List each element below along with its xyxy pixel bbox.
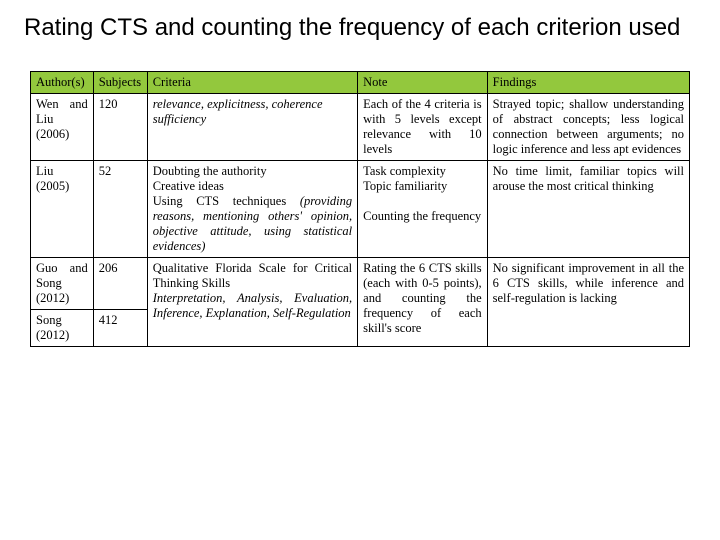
cell-note: Each of the 4 criteria is with 5 levels … — [358, 93, 488, 160]
cell-subjects: 52 — [93, 160, 147, 257]
table-row: Liu (2005) 52 Doubting the authority Cre… — [31, 160, 690, 257]
cell-subjects: 120 — [93, 93, 147, 160]
cell-criteria: relevance, explicitness, coherence suffi… — [147, 93, 357, 160]
note-line: Topic familiarity — [363, 179, 447, 193]
header-subjects: Subjects — [93, 71, 147, 93]
cell-findings: Strayed topic; shallow understanding of … — [487, 93, 689, 160]
criteria-line: Creative ideas — [153, 179, 224, 193]
header-criteria: Criteria — [147, 71, 357, 93]
cell-criteria: Qualitative Florida Scale for Critical T… — [147, 257, 357, 346]
slide-title: Rating CTS and counting the frequency of… — [24, 14, 702, 43]
table-row: Wen and Liu (2006) 120 relevance, explic… — [31, 93, 690, 160]
cell-author: Song (2012) — [31, 309, 94, 346]
cell-note: Rating the 6 CTS skills (each with 0-5 p… — [358, 257, 488, 346]
cell-subjects: 412 — [93, 309, 147, 346]
note-line: Task complexity — [363, 164, 446, 178]
cell-author: Wen and Liu (2006) — [31, 93, 94, 160]
table-row: Guo and Song (2012) 206 Qualitative Flor… — [31, 257, 690, 309]
criteria-plain: Qualitative Florida Scale for Critical T… — [153, 261, 352, 290]
cell-findings: No significant improvement in all the 6 … — [487, 257, 689, 346]
slide: Rating CTS and counting the frequency of… — [0, 0, 720, 540]
criteria-line: Using CTS techniques — [153, 194, 300, 208]
note-line: Counting the frequency — [363, 209, 481, 223]
cell-criteria: Doubting the authority Creative ideas Us… — [147, 160, 357, 257]
header-findings: Findings — [487, 71, 689, 93]
cell-findings: No time limit, familiar topics will arou… — [487, 160, 689, 257]
table-header-row: Author(s) Subjects Criteria Note Finding… — [31, 71, 690, 93]
cell-author: Liu (2005) — [31, 160, 94, 257]
criteria-line: Doubting the authority — [153, 164, 267, 178]
criteria-italic: relevance, explicitness, coherence suffi… — [153, 97, 323, 126]
header-note: Note — [358, 71, 488, 93]
criteria-italic: Interpretation, Analysis, Evaluation, In… — [153, 291, 352, 320]
cell-note: Task complexity Topic familiarity Counti… — [358, 160, 488, 257]
cell-author: Guo and Song (2012) — [31, 257, 94, 309]
header-author: Author(s) — [31, 71, 94, 93]
cell-subjects: 206 — [93, 257, 147, 309]
criteria-table: Author(s) Subjects Criteria Note Finding… — [30, 71, 690, 347]
